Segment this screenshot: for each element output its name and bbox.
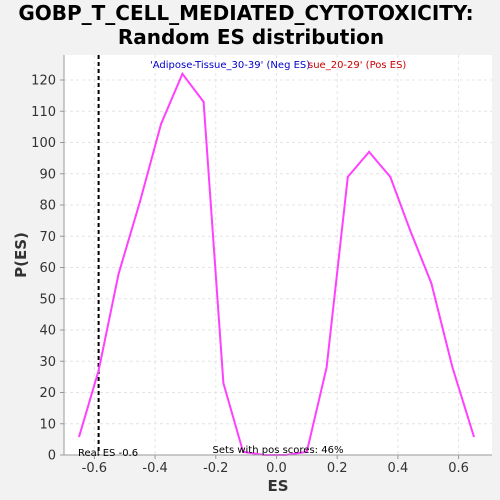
series-point [305,450,308,453]
series-point [202,100,205,103]
y-tick-label: 90 [39,167,56,182]
plot-area [64,55,492,455]
series-point [222,382,225,385]
real-es-label: Real ES -0.6 [78,448,138,459]
y-tick-label: 120 [31,74,56,89]
legend-pos-label: sue_20-29' (Pos ES) [308,60,406,71]
y-axis-label: P(ES) [12,232,30,278]
y-ticks: 0 10 20 30 40 50 60 70 80 90 100 110 120 [31,74,64,464]
y-tick-label: 80 [39,199,56,214]
x-axis-label: ES [267,477,288,495]
series-point [389,175,392,178]
series-point [368,150,371,153]
x-tick-label: -0.4 [142,461,167,476]
series-point [325,366,328,369]
grid-lines [64,55,492,456]
legend-neg-label: 'Adipose-Tissue_30-39' (Neg ES) [150,60,310,71]
series-point [181,72,184,75]
y-tick-label: 20 [39,386,56,401]
y-tick-label: 60 [39,261,56,276]
series-point [160,122,163,125]
y-tick-label: 110 [31,105,56,120]
x-tick-label: -0.2 [203,461,228,476]
x-tick-label: 0.4 [388,461,409,476]
y-tick-label: 100 [31,136,56,151]
y-tick-label: 70 [39,230,56,245]
x-tick-label: 0.0 [266,461,287,476]
y-tick-label: 10 [39,417,56,432]
series-point [117,272,120,275]
series-point [430,282,433,285]
series-point [97,369,100,372]
y-tick-label: 40 [39,324,56,339]
series-point [138,200,141,203]
x-tick-label: 0.6 [448,461,469,476]
chart-title-line-1: GOBP_T_CELL_MEDIATED_CYTOTOXICITY: [18,1,473,25]
chart-title-line-2: Random ES distribution [118,25,384,49]
x-ticks: -0.6 -0.4 -0.2 0.0 0.2 0.4 0.6 [82,455,469,476]
series-point [451,366,454,369]
series-point [472,435,475,438]
series-point [78,435,81,438]
y-tick-label: 30 [39,355,56,370]
series-point [242,450,245,453]
x-tick-label: 0.2 [327,461,348,476]
series-point [409,229,412,231]
series-point [346,175,349,178]
x-tick-label: -0.6 [82,461,107,476]
y-tick-label: 0 [48,449,56,464]
y-tick-label: 50 [39,292,56,307]
pos-score-annotation: Sets with pos scores: 46% [213,445,344,456]
